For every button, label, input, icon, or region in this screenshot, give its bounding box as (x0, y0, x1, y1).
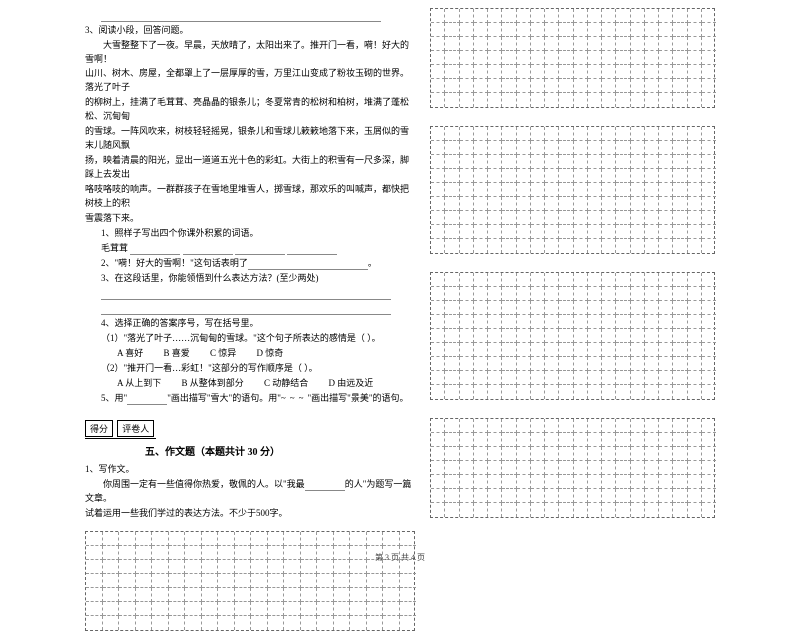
sub-q2: 2、"嗬！好大的雪啊！"这句话表明了 。 (85, 256, 415, 270)
sub-q1-example: 毛茸茸 (85, 241, 415, 255)
sub-q4-1: （1）"落光了叶子……沉甸甸的雪球。"这个句子所表达的感情是（ ）。 (85, 331, 415, 345)
passage-line-2: 的柳树上，挂满了毛茸茸、亮晶晶的银条儿；冬夏常青的松树和柏树，堆满了蓬松松、沉甸… (85, 95, 415, 123)
passage-line-5: 咯吱咯吱的响声。一群群孩子在雪地里堆雪人，掷雪球，那欢乐的叫喊声，都快把树枝上的… (85, 182, 415, 210)
example-word: 毛茸茸 (101, 243, 128, 253)
passage-line-0: 大雪整整下了一夜。早晨，天放晴了，太阳出来了。推开门一看，嗬！好大的雪啊！ (85, 38, 415, 66)
judge-box: 评卷人 (117, 420, 154, 437)
passage-line-4: 扬，映着清晨的阳光，显出一道道五光十色的彩虹。大街上的积雪有一尺多深，脚踩上去发… (85, 153, 415, 181)
writing-grid-r4[interactable] (430, 418, 715, 518)
sub-q3: 3、在这段话里，你能领悟到什么表达方法？(至少两处) (85, 271, 415, 285)
opt-b[interactable]: B 喜爱 (164, 346, 190, 360)
page-content: 3、阅读小段，回答问题。 大雪整整下了一夜。早晨，天放晴了，太阳出来了。推开门一… (85, 8, 715, 548)
sub-q4: 4、选择正确的答案序号，写在括号里。 (85, 316, 415, 330)
sub-q5-c: "画出描写"景美"的语句。 (308, 393, 409, 403)
sub-q4-2: （2）"推开门一看…彩虹！"这部分的写作顺序是（ ）。 (85, 361, 415, 375)
opt-a[interactable]: A 喜好 (117, 346, 143, 360)
blank-answer-line (85, 8, 415, 22)
opt-c2[interactable]: C 动静结合 (264, 376, 308, 390)
sub-q5-b: "画出描写"雪大"的语句。用" (167, 393, 281, 403)
writing-grid-r1[interactable] (430, 8, 715, 108)
answer-blank-2 (85, 301, 415, 315)
comp-prompt-2: 试着运用一些我们学过的表达方法。不少于500字。 (85, 506, 415, 520)
score-box: 得分 (85, 420, 113, 437)
sub-q4-2-options: A 从上到下 B 从整体到部分 C 动静结合 D 由远及近 (85, 376, 415, 390)
opt-a2[interactable]: A 从上到下 (117, 376, 161, 390)
sub-q5: 5、用""画出描写"雪大"的语句。用"~~~"画出描写"景美"的语句。 (85, 391, 415, 405)
writing-grid-r3[interactable] (430, 272, 715, 400)
passage-line-3: 的雪球。一阵风吹来，树枝轻轻摇晃，银条儿和雪球儿簌簌地落下来，玉屑似的雪末儿随风… (85, 124, 415, 152)
writing-grid-left[interactable] (85, 531, 415, 631)
q3-heading: 3、阅读小段，回答问题。 (85, 23, 415, 37)
sub-q2-text: 2、"嗬！好大的雪啊！"这句话表明了 (101, 258, 248, 268)
opt-d[interactable]: D 惊奇 (257, 346, 284, 360)
comp-prompt-a: 你周围一定有一些值得你热爱，敬佩的人。以"我最 (103, 479, 305, 489)
right-column (430, 8, 715, 518)
comp-q1: 1、写作文。 (85, 462, 415, 476)
left-column: 3、阅读小段，回答问题。 大雪整整下了一夜。早晨，天放晴了，太阳出来了。推开门一… (85, 8, 415, 631)
writing-grid-r2[interactable] (430, 126, 715, 254)
page-footer: 第 3 页 共 4 页 (0, 552, 800, 563)
answer-blank-1 (85, 286, 415, 300)
sub-q2-tail: 。 (368, 258, 377, 268)
sub-q5-a: 5、用" (101, 393, 127, 403)
sub-q4-1-options: A 喜好 B 喜爱 C 惊异 D 惊奇 (85, 346, 415, 360)
score-row: 得分 评卷人 (85, 420, 156, 439)
passage-line-6: 雪震落下来。 (85, 211, 415, 225)
opt-d2[interactable]: D 由远及近 (329, 376, 374, 390)
section-5-title: 五、作文题（本题共计 30 分） (85, 443, 415, 458)
passage-line-1: 山川、树木、房屋，全都罩上了一层厚厚的雪，万里江山变成了粉妆玉砌的世界。落光了叶… (85, 66, 415, 94)
opt-c[interactable]: C 惊异 (210, 346, 236, 360)
sub-q1: 1、照样子写出四个你课外积累的词语。 (85, 226, 415, 240)
comp-prompt: 你周围一定有一些值得你热爱，敬佩的人。以"我最的人"为题写一篇文章。 (85, 477, 415, 505)
opt-b2[interactable]: B 从整体到部分 (182, 376, 244, 390)
